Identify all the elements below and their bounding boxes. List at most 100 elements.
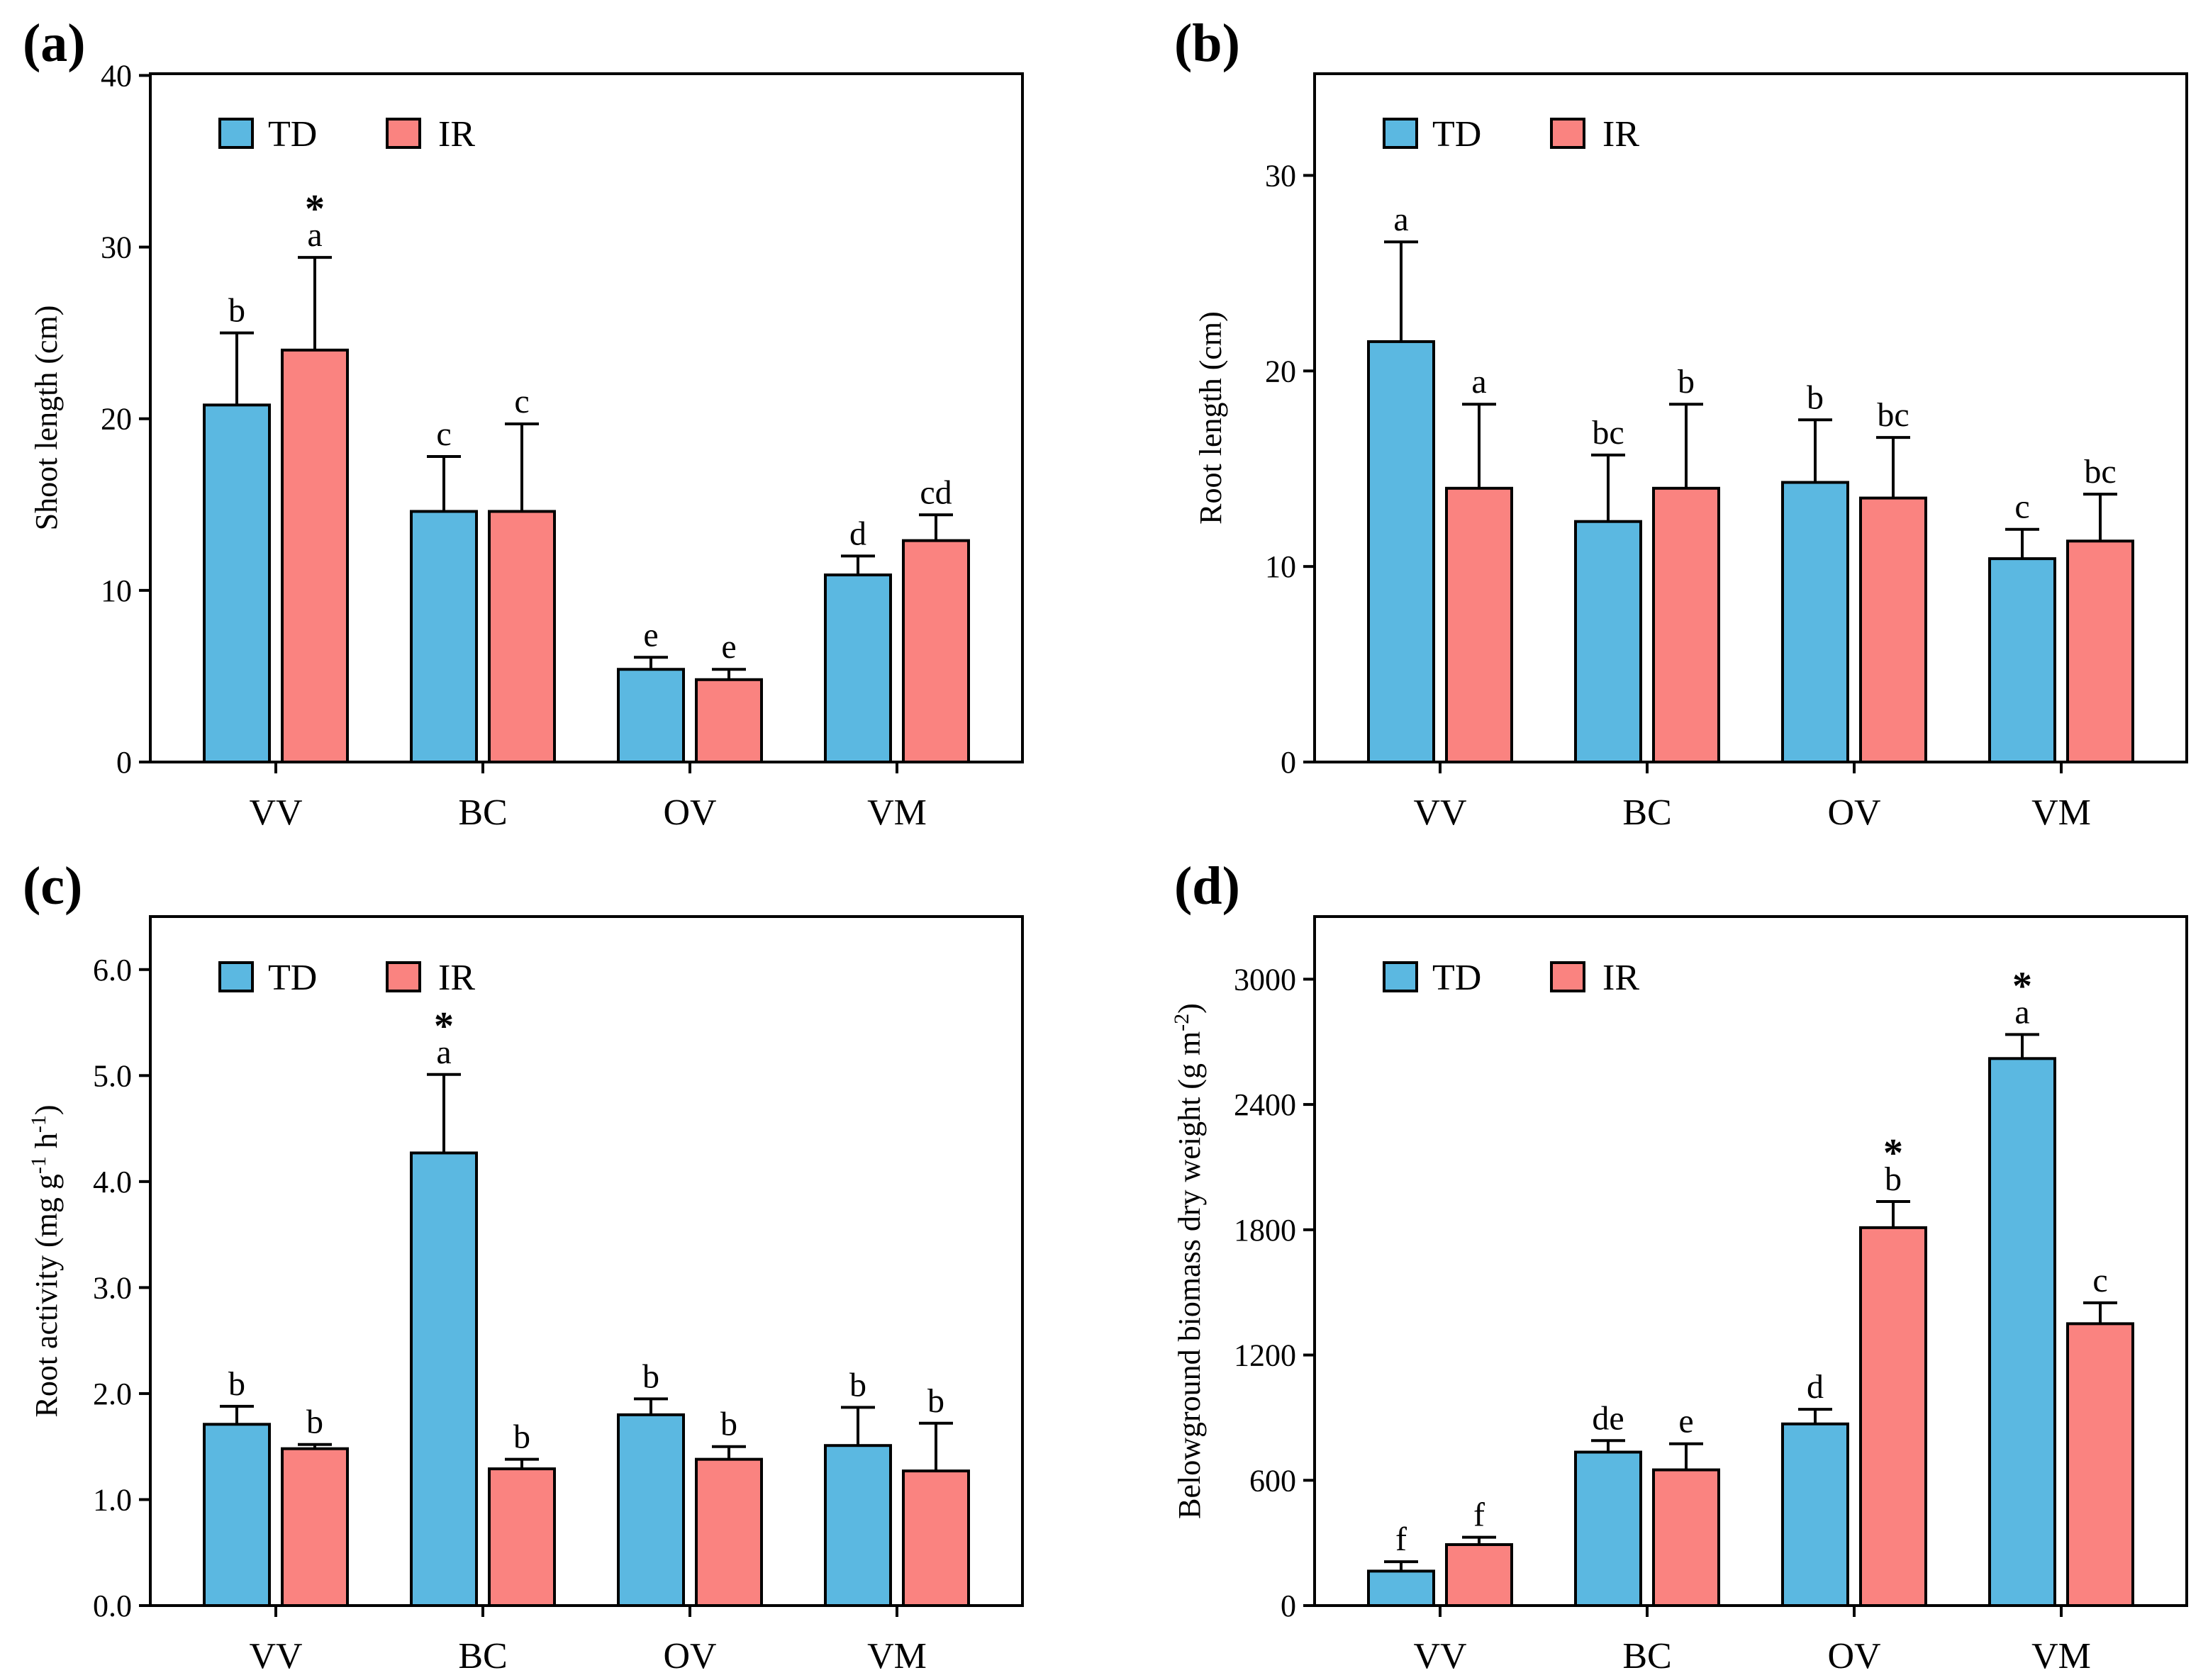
significance-letter: d: [1807, 1368, 1824, 1406]
bar-ir-bc: [1652, 1468, 1720, 1607]
legend-label-td: TD: [1432, 114, 1481, 155]
legend-label-ir: IR: [438, 114, 475, 155]
x-tick-label: OV: [663, 1636, 716, 1676]
y-tick-label: 1800: [1234, 1213, 1296, 1248]
x-tick-label: OV: [1827, 1636, 1880, 1676]
significance-letter: b: [228, 292, 245, 330]
bar-td-bc: [410, 1151, 478, 1608]
y-tick-label: 30: [1265, 158, 1296, 193]
significance-letter: d: [849, 515, 866, 552]
y-axis-title-superscript: -1: [27, 1156, 50, 1174]
legend-swatch-td: [218, 961, 254, 992]
y-tick-label: 0.0: [93, 1589, 132, 1623]
legend-swatch-td: [1383, 118, 1418, 149]
y-tick-label: 600: [1249, 1463, 1296, 1498]
y-tick-label: 0: [1281, 1589, 1296, 1623]
bar-ir-bc: [1652, 486, 1720, 763]
y-tick-label: 40: [101, 58, 132, 93]
significance-star: *: [2012, 964, 2032, 1008]
bar-ir-vv: [1445, 486, 1513, 763]
y-tick-label: 20: [101, 402, 132, 437]
legend-swatch-ir: [1550, 118, 1585, 149]
bar-td-vm: [1988, 557, 2056, 763]
y-axis-title-part: ): [1172, 1003, 1207, 1014]
significance-letter: f: [1473, 1496, 1485, 1534]
legend-swatch-ir: [386, 961, 421, 992]
significance-letter: a: [307, 216, 322, 254]
y-tick-label: 30: [101, 230, 132, 265]
x-tick-label: BC: [458, 793, 507, 833]
legend-label-td: TD: [1432, 958, 1481, 998]
significance-letter: de: [1592, 1399, 1624, 1437]
significance-letter: bc: [1877, 396, 1909, 434]
bar-ir-vm: [902, 539, 970, 763]
y-tick-label: 10: [1265, 549, 1296, 584]
panel-label: (c): [23, 856, 82, 916]
significance-letter: bc: [2084, 453, 2116, 491]
significance-star: *: [434, 1004, 454, 1048]
significance-letter: c: [514, 383, 529, 420]
y-axis-title: Belowground biomass dry weight (g m-2): [1170, 1003, 1208, 1519]
plot-frame: [1313, 72, 2188, 763]
bar-ir-ov: [1859, 496, 1927, 763]
bar-ir-ov: [1859, 1226, 1927, 1607]
y-axis-title-superscript: -2: [1170, 1014, 1193, 1031]
bar-ir-ov: [695, 678, 763, 763]
legend-label-ir: IR: [1602, 958, 1639, 998]
x-tick-label: OV: [663, 793, 716, 833]
significance-letter: c: [2014, 488, 2029, 526]
x-tick-label: VM: [867, 793, 927, 833]
x-tick-label: VV: [1413, 1636, 1466, 1676]
y-tick-label: 3.0: [93, 1270, 132, 1305]
panel-c: (c) b a* b b b b b b 0.0 1.0 2.0 3.0 4.0 5.0 6.0 VV BC OV V…: [23, 856, 1024, 1676]
bar-ir-vm: [2066, 1322, 2134, 1607]
legend-swatch-ir: [386, 118, 421, 149]
x-tick-label: VV: [249, 793, 302, 833]
y-axis-title: Shoot length (cm): [29, 306, 64, 531]
bar-ir-vm: [2066, 539, 2134, 763]
bar-td-vm: [1988, 1057, 2056, 1607]
y-tick-label: 2.0: [93, 1377, 132, 1411]
y-tick-label: 10: [101, 573, 132, 608]
significance-letter: a: [1471, 363, 1486, 401]
y-tick-label: 0: [1281, 745, 1296, 780]
significance-letter: cd: [920, 474, 952, 511]
significance-letter: b: [849, 1366, 866, 1404]
x-tick-label: VV: [1413, 793, 1466, 833]
bar-td-vv: [1367, 1569, 1435, 1607]
x-tick-label: BC: [1622, 1636, 1671, 1676]
bar-td-vv: [1367, 340, 1435, 763]
bar-td-vv: [203, 1423, 271, 1607]
y-axis-title: Root activity (mg g-1 h-1): [27, 1104, 65, 1417]
significance-letter: a: [2014, 993, 2029, 1031]
bar-ir-ov: [695, 1457, 763, 1608]
y-axis-title-part: Belowground biomass dry weight (g m: [1172, 1031, 1207, 1519]
bar-td-ov: [1781, 481, 1849, 763]
significance-letter: b: [642, 1357, 659, 1395]
y-tick-label: 0: [116, 745, 132, 780]
y-axis-title-superscript: -1: [27, 1115, 50, 1133]
x-tick-label: OV: [1827, 793, 1880, 833]
legend-label-ir: IR: [438, 958, 475, 998]
legend-label-ir: IR: [1602, 114, 1639, 155]
significance-letter: a: [436, 1034, 451, 1071]
y-axis-title-part: Root activity (mg g: [29, 1174, 64, 1417]
y-tick-label: 6.0: [93, 953, 132, 987]
significance-letter: b: [927, 1382, 944, 1420]
y-tick-label: 3000: [1234, 962, 1296, 997]
significance-letter: bc: [1592, 414, 1624, 452]
plot-frame: [1313, 915, 2188, 1607]
panel-label: (d): [1174, 856, 1240, 916]
y-axis-title-part: ): [29, 1104, 64, 1115]
x-tick-label: VV: [249, 1636, 302, 1676]
y-axis-title: Root length (cm): [1193, 311, 1228, 525]
y-tick-label: 5.0: [93, 1058, 132, 1093]
bar-td-vm: [824, 573, 892, 763]
panel-label: (b): [1174, 13, 1240, 73]
legend-label-td: TD: [268, 958, 317, 998]
significance-letter: b: [720, 1406, 737, 1443]
bar-td-vm: [824, 1444, 892, 1607]
bar-td-bc: [410, 510, 478, 763]
